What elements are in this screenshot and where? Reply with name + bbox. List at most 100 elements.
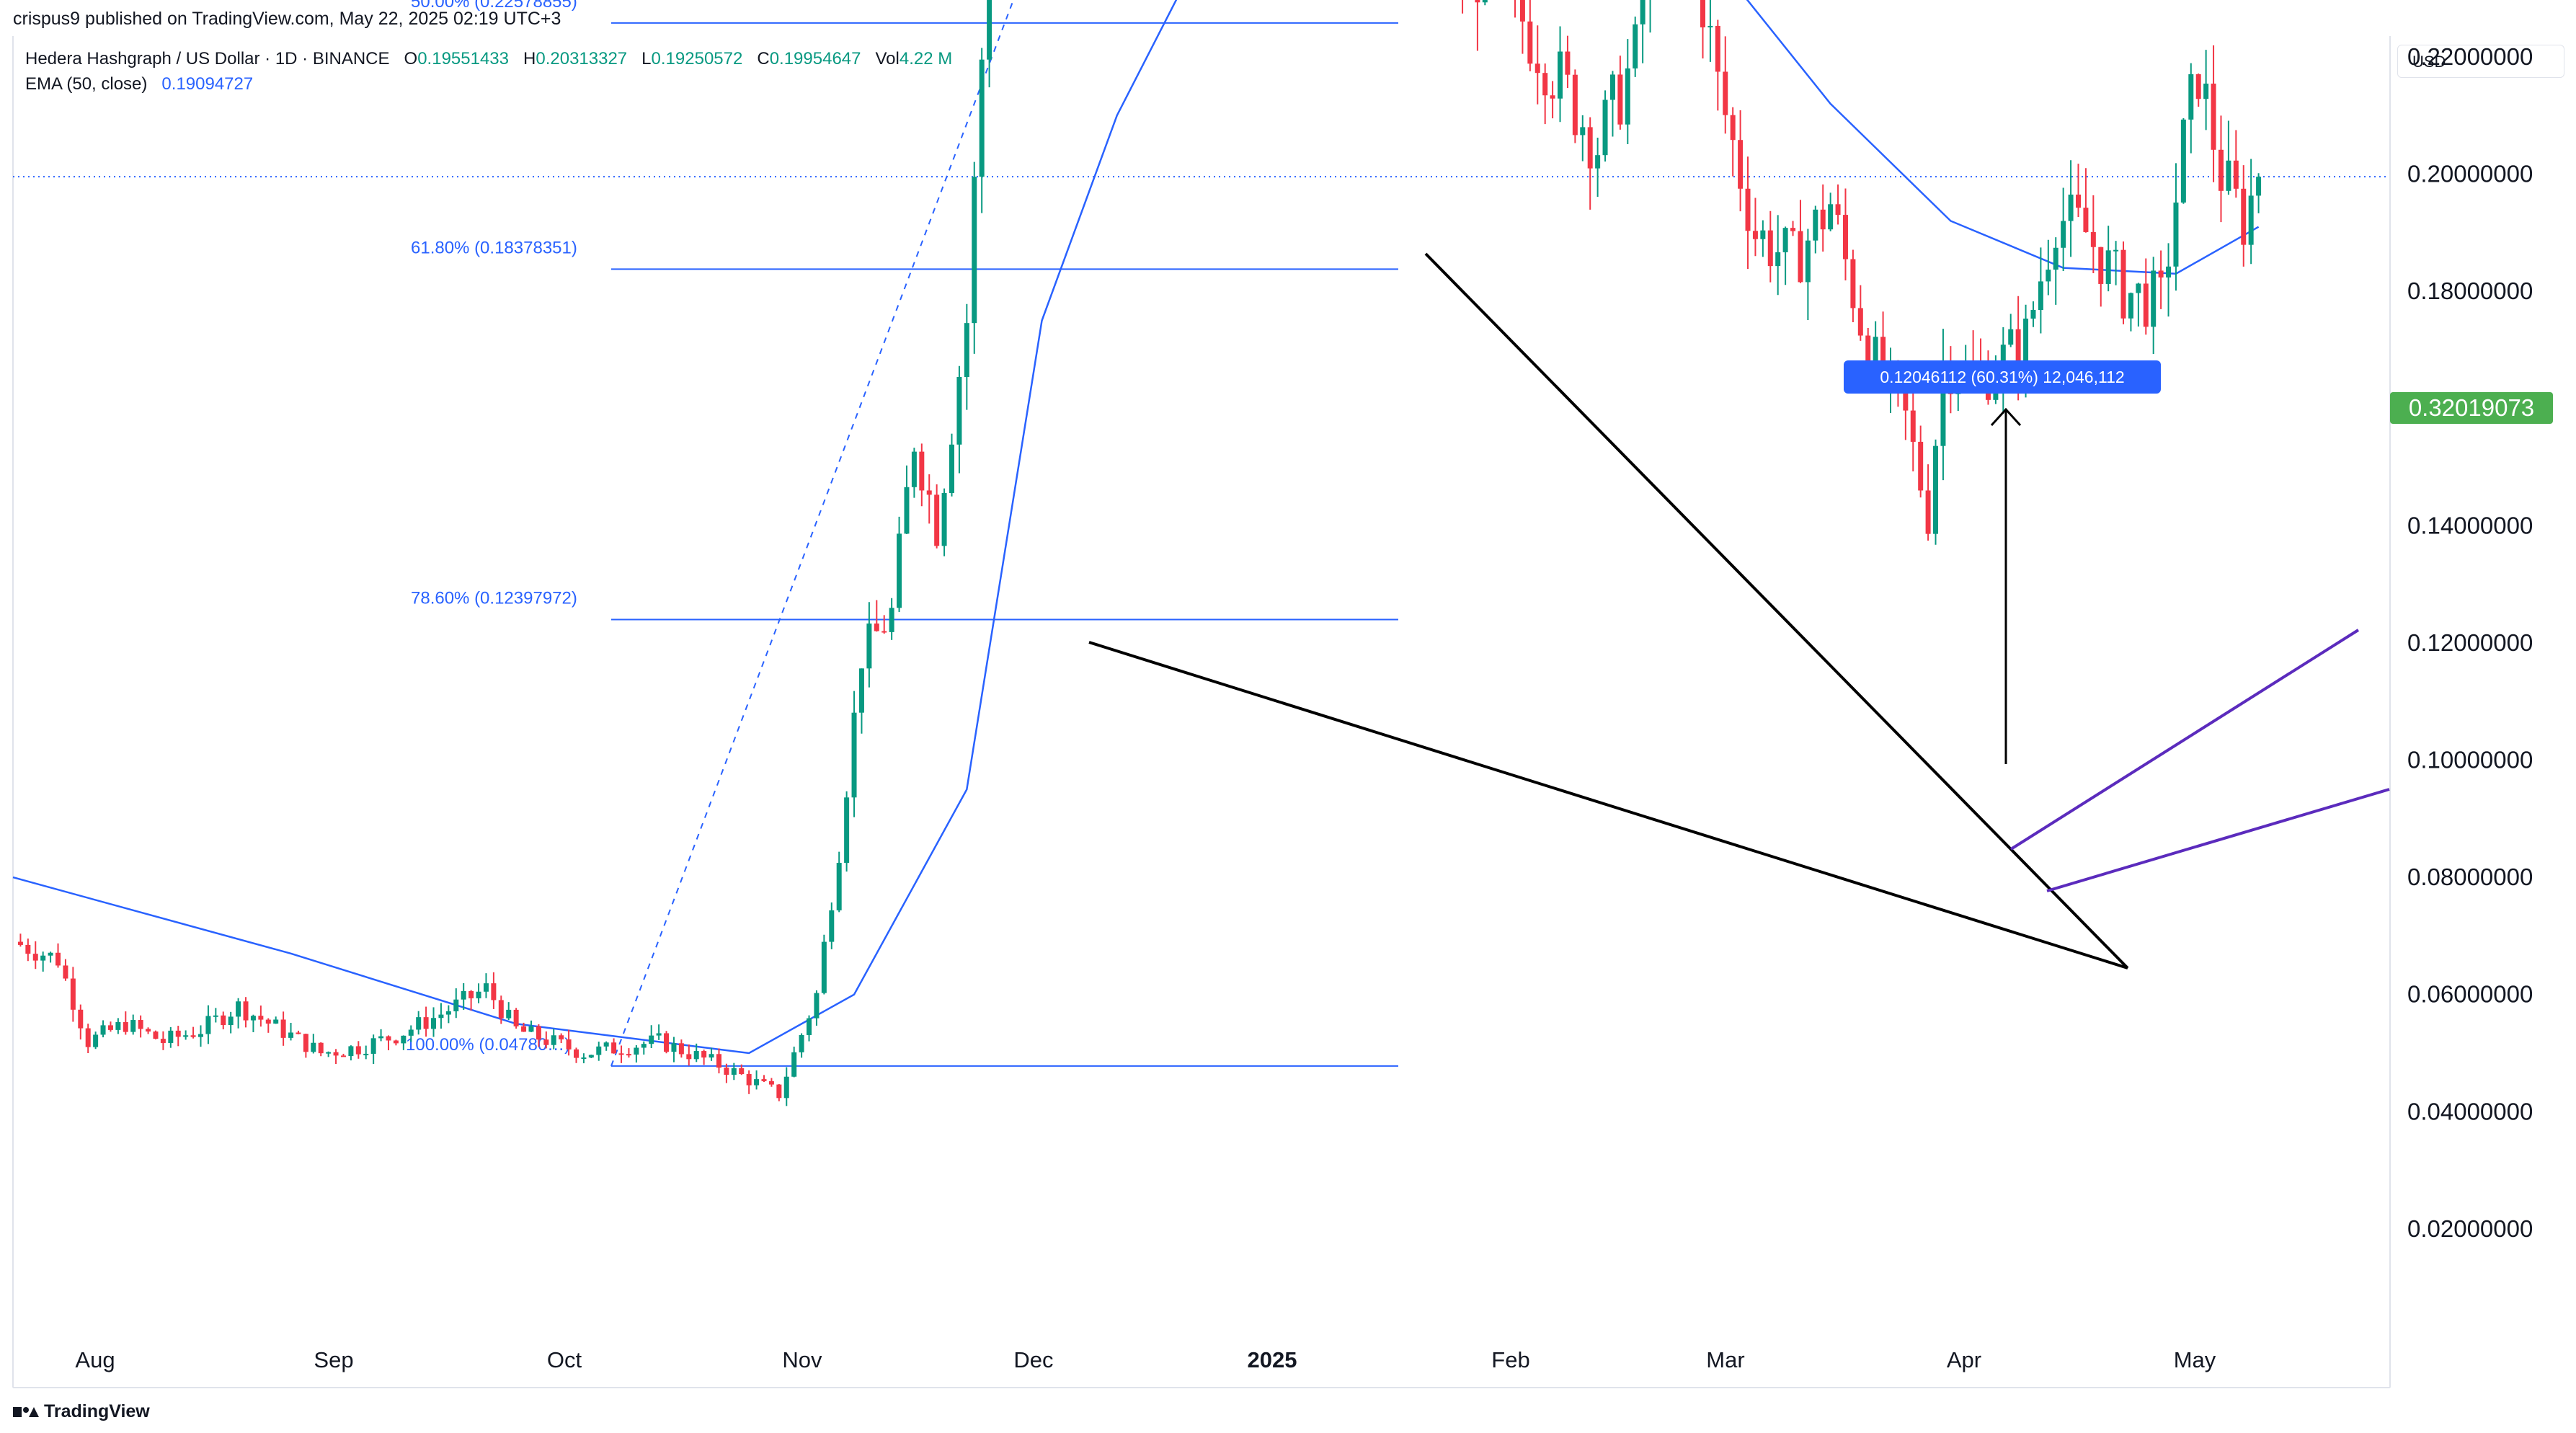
candle (2166, 243, 2172, 317)
candle (438, 1003, 444, 1029)
candle (100, 1020, 106, 1038)
fib-trend-line (610, 0, 1015, 1067)
symbol-legend[interactable]: Hedera Hashgraph / US Dollar · 1D · BINA… (25, 49, 952, 69)
candle (2038, 247, 2043, 334)
candle (107, 1021, 113, 1032)
channel-lower-line (2046, 788, 2390, 892)
price-tick-17: 0.06000000 (2407, 981, 2533, 1008)
candle (611, 1038, 617, 1054)
open-label: O (404, 49, 418, 68)
candle (476, 983, 481, 1003)
candle (1558, 26, 1563, 123)
candle (2218, 115, 2224, 223)
candle (40, 951, 46, 972)
candle (2113, 241, 2119, 285)
candle (1730, 107, 1736, 177)
candle (1519, 0, 1525, 54)
candle (2248, 159, 2254, 265)
candle (1798, 200, 1803, 283)
candle (1767, 210, 1773, 283)
candle (1565, 35, 1571, 89)
candle (1752, 198, 1758, 257)
candle (1633, 16, 1638, 77)
candle (1760, 220, 1766, 257)
candle (153, 1030, 159, 1039)
candle (123, 1011, 128, 1035)
candle (934, 484, 940, 549)
candle (1707, 0, 1713, 62)
time-tick-1: Sep (314, 1347, 353, 1372)
candle (1805, 229, 1811, 320)
candle (1550, 81, 1555, 119)
candle (2233, 130, 2239, 198)
candle (2090, 195, 2096, 274)
ema-line (12, 0, 2260, 1055)
candle (386, 1035, 391, 1051)
publish-info: crispus9 published on TradingView.com, M… (13, 9, 561, 29)
candle (483, 973, 489, 998)
candle (754, 1070, 760, 1090)
candle (746, 1070, 752, 1094)
candle (326, 1051, 332, 1057)
candle (761, 1075, 767, 1083)
high-label: H (523, 49, 536, 68)
time-tick-7: Mar (1706, 1347, 1744, 1372)
volume-value: 4.22 M (899, 49, 953, 68)
candle (205, 1005, 211, 1044)
candle (1572, 69, 1578, 143)
candle (318, 1042, 324, 1057)
candle (55, 943, 61, 968)
candle (78, 1004, 84, 1040)
candle (2008, 314, 2014, 347)
candle (2136, 283, 2141, 327)
candle (243, 997, 249, 1028)
candle (250, 1014, 256, 1032)
candle (739, 1064, 745, 1075)
price-tick-14: 0.12000000 (2407, 629, 2533, 656)
candle (416, 1011, 422, 1035)
candle (1790, 221, 1796, 236)
candle (190, 1026, 196, 1039)
candle (445, 1005, 451, 1024)
candle (889, 598, 894, 640)
candle (2046, 239, 2051, 296)
candle (1782, 226, 1788, 285)
candle (919, 443, 925, 507)
candle (1609, 71, 1615, 137)
candle (1625, 39, 1630, 144)
price-tick-13: 0.14000000 (2407, 512, 2533, 538)
candle (858, 668, 864, 734)
fib-label-3: 50.00% (0.22578855) (411, 0, 577, 12)
candle (491, 972, 497, 1009)
ema-value: 0.19094727 (161, 74, 254, 94)
candle (2195, 73, 2201, 107)
currency-button[interactable]: USD (2397, 45, 2564, 78)
candle (844, 791, 850, 872)
candle (175, 1026, 181, 1047)
candle (987, 0, 992, 88)
candle (2173, 163, 2179, 291)
candle (791, 1046, 797, 1078)
candle (408, 1025, 414, 1042)
tradingview-logo[interactable]: TradingView (13, 1401, 150, 1422)
candle (168, 1026, 174, 1048)
candle (911, 448, 917, 498)
candle (671, 1037, 677, 1062)
candle (874, 600, 879, 632)
time-tick-5: 2025 (1248, 1347, 1297, 1372)
price-tick-18: 0.04000000 (2407, 1098, 2533, 1124)
candle (1910, 387, 1916, 471)
candle (1940, 329, 1946, 481)
candle (213, 1008, 218, 1023)
candle (348, 1045, 354, 1061)
candle (1842, 188, 1848, 280)
candle (431, 1007, 437, 1037)
candle (2203, 50, 2209, 130)
price-tick-11: 0.18000000 (2407, 278, 2533, 304)
candle (2098, 247, 2104, 307)
ema-legend[interactable]: EMA (50, close) 0.19094727 (25, 74, 253, 94)
candle (2151, 257, 2157, 355)
candle (1617, 56, 1623, 130)
candle (724, 1063, 729, 1083)
